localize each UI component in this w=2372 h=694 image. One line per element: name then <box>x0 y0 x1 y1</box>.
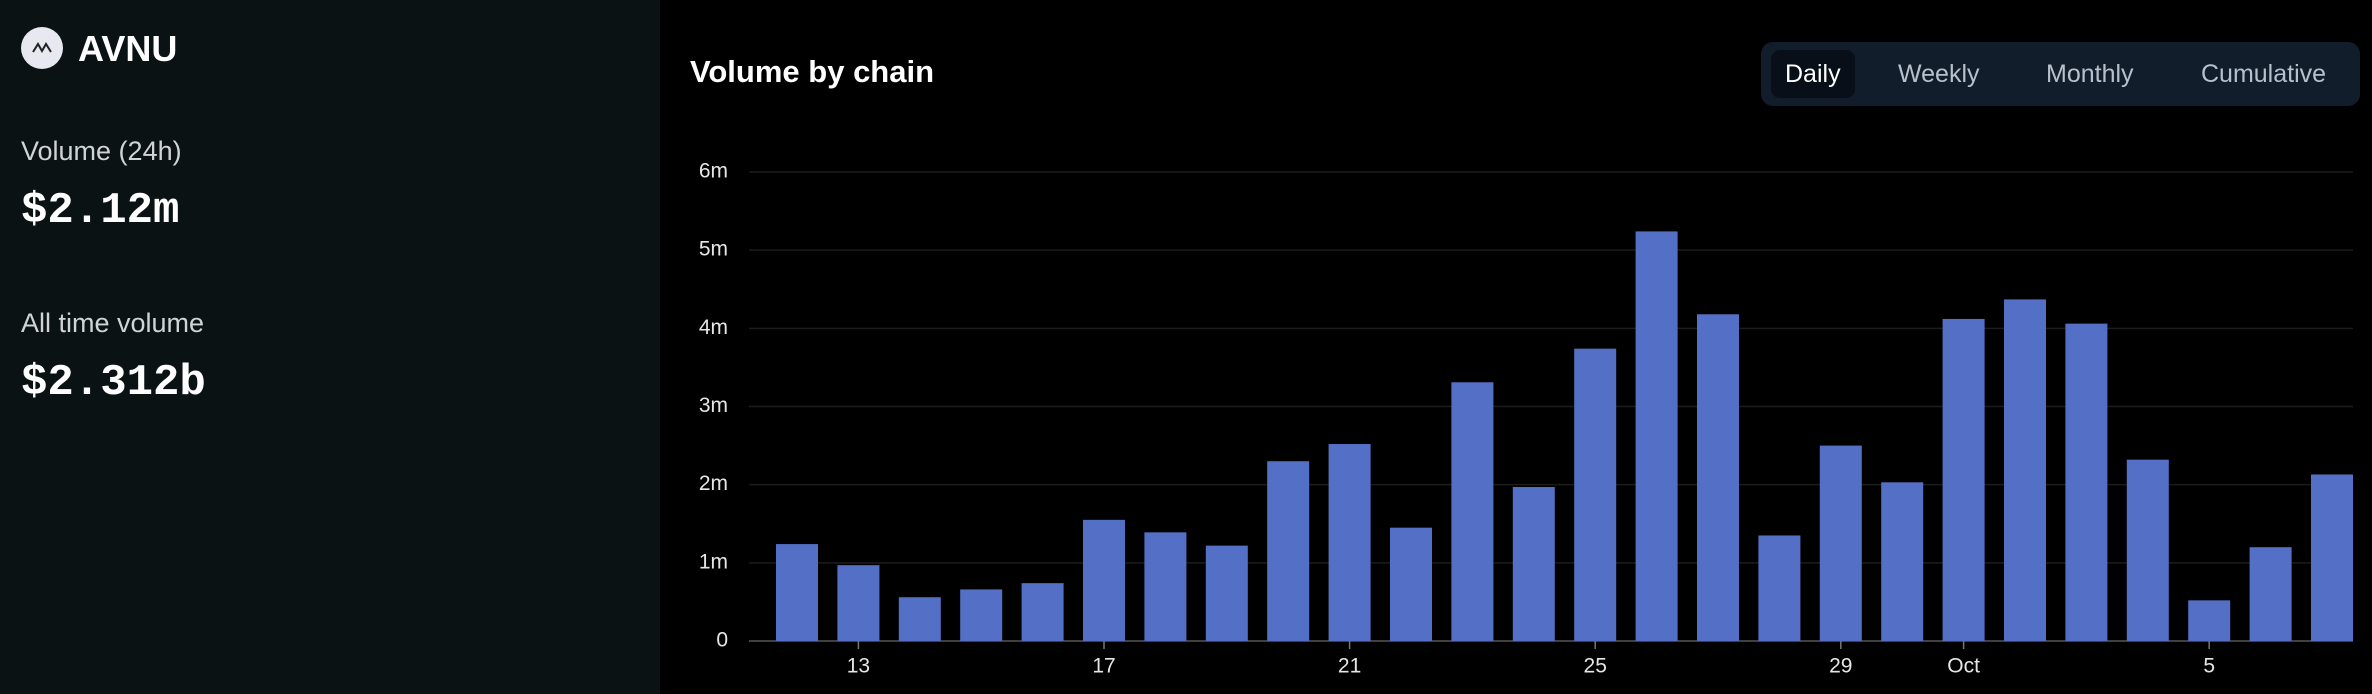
tab[interactable]: Weekly <box>1898 60 1980 88</box>
x-tick-label: 21 <box>1338 655 1361 678</box>
bar <box>776 544 818 641</box>
bar <box>898 597 941 641</box>
y-tick-label: 3m <box>699 394 728 417</box>
bar <box>1942 318 1985 641</box>
bar <box>2004 299 2046 641</box>
bar <box>1083 519 1125 641</box>
y-tick-label: 0 <box>716 629 728 652</box>
chart-title: Volume by chain <box>690 54 934 89</box>
bar <box>1819 445 1862 641</box>
bar <box>2126 459 2169 641</box>
y-tick-label: 6m <box>699 160 728 183</box>
bar <box>2065 323 2108 641</box>
bar <box>1205 545 1248 641</box>
x-tick-label: Oct <box>1947 655 1980 678</box>
x-tick-label: 25 <box>1584 655 1607 678</box>
y-tick-label: 4m <box>699 316 728 339</box>
x-tick-label: 5 <box>2203 655 2215 678</box>
stat-label: All time volume <box>21 308 205 338</box>
y-tick-label: 5m <box>699 238 728 261</box>
x-tick-label: 29 <box>1829 655 1852 678</box>
stat-value: $2.12m <box>21 186 180 236</box>
bar <box>1758 535 1801 641</box>
x-tick-label: 13 <box>847 655 870 678</box>
bar <box>1328 444 1371 641</box>
bar <box>2188 600 2231 641</box>
bar <box>1512 487 1555 641</box>
sidebar: AVNU Volume (24h) $2.12m All time volume… <box>0 0 660 694</box>
tab-group: Daily Weekly Monthly Cumulative <box>1761 42 2360 106</box>
bar <box>960 589 1003 641</box>
bar <box>2249 547 2292 641</box>
logo <box>21 27 63 69</box>
bar <box>1635 231 1678 641</box>
tab[interactable]: Monthly <box>2046 60 2134 88</box>
protocol-name: AVNU <box>78 28 178 69</box>
stat-value: $2.312b <box>21 358 206 408</box>
bar <box>1267 461 1310 641</box>
bar <box>1021 583 1064 641</box>
bar <box>1881 482 1924 641</box>
bar <box>1574 348 1617 641</box>
bar <box>1451 382 1494 641</box>
tab[interactable]: Daily <box>1771 50 1855 98</box>
stat-label: Volume (24h) <box>21 136 182 166</box>
bar <box>2311 474 2353 641</box>
tab[interactable]: Cumulative <box>2201 60 2327 88</box>
bar <box>1697 314 1739 641</box>
x-tick-label: 17 <box>1092 655 1115 678</box>
y-tick-label: 1m <box>699 550 728 573</box>
logo-icon <box>32 42 52 54</box>
y-tick-label: 2m <box>699 472 728 495</box>
bar <box>837 565 880 641</box>
bar <box>1390 527 1432 641</box>
bar <box>1144 532 1187 641</box>
